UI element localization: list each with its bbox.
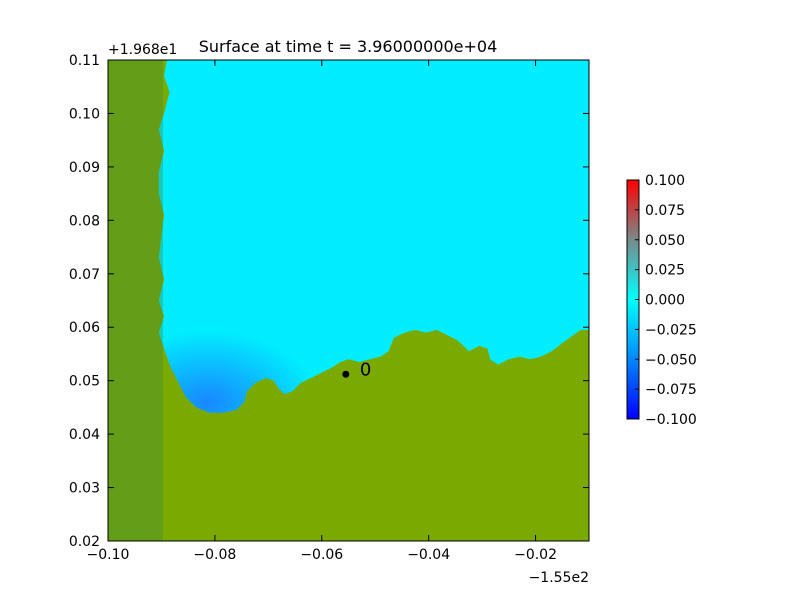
y-tick-label: 0.06 xyxy=(69,320,100,336)
x-tick-label: −0.10 xyxy=(87,547,130,563)
y-tick-label: 0.10 xyxy=(69,106,100,122)
x-tick-label: −0.02 xyxy=(514,547,557,563)
colorbar-tick-label: −0.050 xyxy=(645,352,697,368)
gauge-dot xyxy=(342,370,350,378)
colorbar-tick-label: 0.025 xyxy=(645,263,685,279)
chart-title: Surface at time t = 3.96000000e+04 xyxy=(199,37,498,56)
y-offset-label: +1.968e1 xyxy=(108,42,177,58)
colorbar-ticks: 0.100 0.075 0.050 0.025 0.000 −0.025 −0.050 −0.… xyxy=(635,173,697,428)
colorbar-tick-label: 0.075 xyxy=(645,203,685,219)
colorbar-tick-label: 0.100 xyxy=(645,173,685,189)
y-tick-label: 0.02 xyxy=(69,534,100,550)
colorbar-tick-label: −0.025 xyxy=(645,322,697,338)
y-tick-label: 0.04 xyxy=(69,427,100,443)
y-axis-ticks: 0.02 0.03 0.04 0.05 0.06 0.07 0.08 0.09 0.10 0.11 xyxy=(69,53,589,550)
colorbar-tick-label: 0.050 xyxy=(645,233,685,249)
colorbar-tick-label: 0.000 xyxy=(645,293,685,309)
colorbar: 0.100 0.075 0.050 0.025 0.000 −0.025 −0.050 −0.… xyxy=(626,173,697,428)
plot-area xyxy=(108,60,589,541)
land-shading xyxy=(108,60,163,541)
land-region xyxy=(108,60,589,541)
x-offset-label: −1.55e2 xyxy=(529,570,589,586)
y-tick-label: 0.08 xyxy=(69,213,100,229)
colorbar-tick-label: −0.075 xyxy=(645,382,697,398)
y-tick-label: 0.07 xyxy=(69,267,100,283)
x-tick-label: −0.08 xyxy=(193,547,236,563)
x-axis-ticks: −0.10 −0.08 −0.06 −0.04 −0.02 xyxy=(87,60,557,563)
y-tick-label: 0.05 xyxy=(69,374,100,390)
land-layer xyxy=(108,60,589,541)
colorbar-tick-label: −0.100 xyxy=(645,412,697,428)
y-tick-label: 0.11 xyxy=(69,53,100,69)
x-tick-label: −0.06 xyxy=(300,547,343,563)
gauge-marker: 0 xyxy=(342,359,371,380)
gauge-label: 0 xyxy=(360,359,371,380)
y-tick-label: 0.09 xyxy=(69,160,100,176)
plot-frame xyxy=(107,59,590,542)
y-tick-label: 0.03 xyxy=(69,481,100,497)
x-tick-label: −0.04 xyxy=(407,547,450,563)
